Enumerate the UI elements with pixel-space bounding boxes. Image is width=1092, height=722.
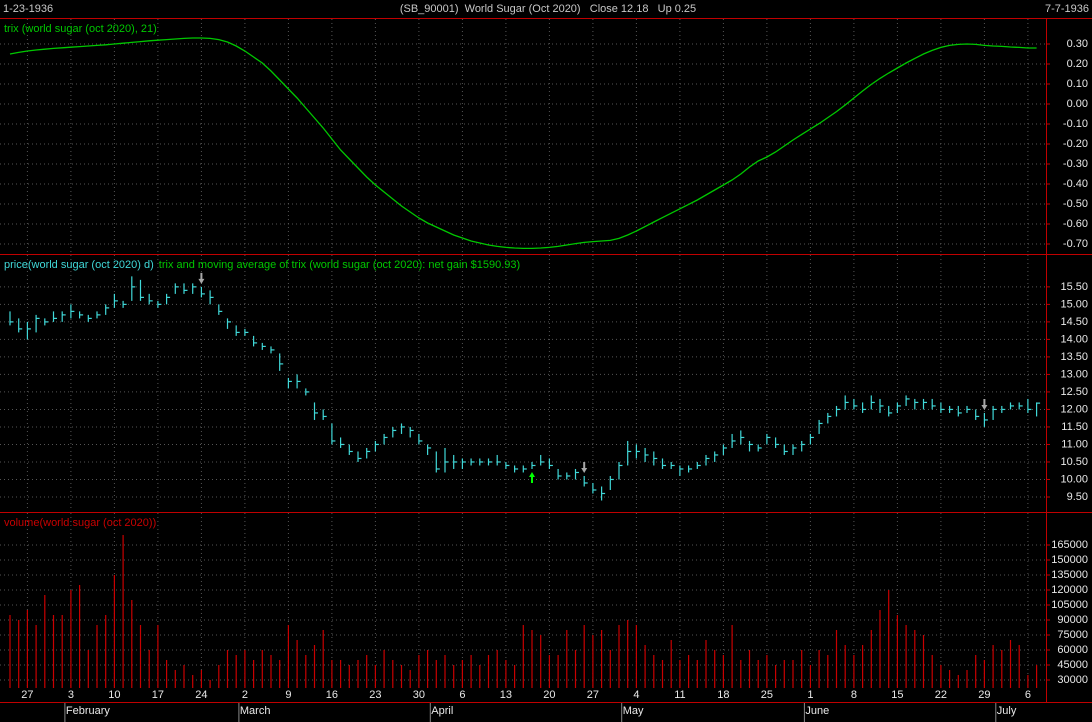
y-tick-label: 135000	[1051, 569, 1088, 581]
y-tick-label: 105000	[1051, 599, 1088, 611]
y-tick-label: 13.50	[1060, 351, 1088, 363]
month-label: February	[66, 705, 111, 717]
panel-label: price(world sugar (oct 2020) d)	[4, 259, 154, 271]
x-tick-label: 17	[152, 689, 164, 701]
x-tick-label: 8	[851, 689, 857, 701]
chart-title: (SB_90001) World Sugar (Oct 2020) Close …	[400, 3, 696, 15]
y-tick-label: -0.10	[1063, 118, 1088, 130]
signal-arrow	[581, 461, 588, 473]
y-tick-label: 90000	[1057, 614, 1088, 626]
month-label: July	[997, 705, 1017, 717]
y-tick-label: 15.50	[1060, 281, 1088, 293]
panel-label: volume(world sugar (oct 2020))	[4, 517, 156, 529]
start-date: 1-23-1936	[3, 3, 53, 15]
y-tick-label: 15.00	[1060, 298, 1088, 310]
signal-arrow	[529, 471, 535, 483]
x-tick-label: 18	[717, 689, 729, 701]
panel-label: trix (world sugar (oct 2020), 21)	[4, 23, 157, 35]
x-tick-label: 6	[1025, 689, 1031, 701]
month-label: April	[431, 705, 453, 717]
y-tick-label: 11.50	[1061, 421, 1088, 433]
y-tick-label: 0.10	[1067, 78, 1088, 90]
y-tick-label: 30000	[1057, 674, 1088, 686]
x-tick-label: 6	[459, 689, 465, 701]
y-tick-label: 13.00	[1060, 368, 1088, 380]
y-tick-label: 11.00	[1061, 438, 1088, 450]
month-label: March	[240, 705, 271, 717]
y-tick-label: 150000	[1051, 554, 1088, 566]
x-tick-label: 25	[761, 689, 773, 701]
y-tick-label: 0.20	[1067, 58, 1088, 70]
y-tick-label: 45000	[1057, 659, 1088, 671]
x-tick-label: 27	[587, 689, 599, 701]
x-tick-label: 15	[891, 689, 903, 701]
y-tick-label: -0.40	[1063, 178, 1088, 190]
x-tick-label: 2	[242, 689, 248, 701]
x-tick-label: 4	[633, 689, 639, 701]
x-tick-label: 10	[108, 689, 120, 701]
x-tick-label: 30	[413, 689, 425, 701]
end-date: 7-7-1936	[1045, 3, 1089, 15]
x-tick-label: 24	[195, 689, 207, 701]
y-tick-label: 0.30	[1067, 38, 1088, 50]
y-tick-label: 9.50	[1067, 491, 1088, 503]
y-tick-label: -0.70	[1063, 238, 1088, 250]
y-tick-label: 10.00	[1060, 473, 1088, 485]
y-tick-label: -0.60	[1063, 218, 1088, 230]
y-tick-label: -0.50	[1063, 198, 1088, 210]
x-tick-label: 27	[21, 689, 33, 701]
trix-line	[9, 37, 1037, 250]
y-tick-label: 60000	[1057, 644, 1088, 656]
x-tick-label: 3	[68, 689, 74, 701]
y-tick-label: 14.00	[1060, 333, 1088, 345]
x-tick-label: 11	[674, 689, 685, 701]
x-tick-label: 16	[326, 689, 338, 701]
y-tick-label: 165000	[1051, 539, 1088, 551]
panel-label: trix and moving average of trix (world s…	[159, 259, 520, 271]
x-tick-label: 9	[285, 689, 291, 701]
x-tick-label: 20	[543, 689, 555, 701]
month-label: June	[805, 705, 829, 717]
y-tick-label: 120000	[1051, 584, 1088, 596]
y-tick-label: 10.50	[1060, 456, 1088, 468]
y-tick-label: 75000	[1057, 629, 1088, 641]
y-tick-label: 14.50	[1060, 316, 1088, 328]
y-tick-label: 12.50	[1060, 386, 1088, 398]
x-tick-label: 29	[978, 689, 990, 701]
plot-layer: 27 3 10 17 24 2 9 16 23 30 6 13 20 27 4 11 18 25 1 8 15 22 29 6…	[0, 19, 1088, 722]
signal-arrow	[198, 272, 205, 284]
x-tick-label: 13	[500, 689, 512, 701]
y-tick-label: 0.00	[1067, 98, 1088, 110]
x-tick-label: 1	[807, 689, 813, 701]
x-tick-label: 23	[369, 689, 381, 701]
month-label: May	[623, 705, 644, 717]
x-tick-label: 22	[935, 689, 947, 701]
y-tick-label: 12.00	[1060, 403, 1088, 415]
y-tick-label: -0.20	[1063, 138, 1088, 150]
signal-arrow	[981, 398, 988, 410]
y-tick-label: -0.30	[1063, 158, 1088, 170]
